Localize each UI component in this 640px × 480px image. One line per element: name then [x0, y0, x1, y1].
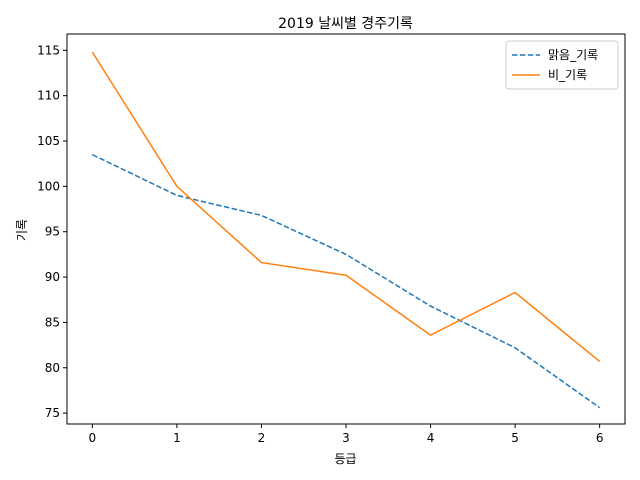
plot-area-frame — [66, 33, 626, 425]
chart-title: 2019 날씨별 경주기록 — [278, 16, 413, 32]
y-tick-label: 110 — [37, 89, 60, 103]
y-tick-label: 85 — [45, 315, 60, 329]
x-tick-label: 6 — [596, 431, 604, 445]
x-axis-title: 등급 — [334, 452, 356, 466]
series-line-1 — [91, 51, 601, 363]
x-tick-label: 2 — [258, 431, 266, 445]
legend-box — [505, 40, 619, 90]
x-tick-label: 4 — [427, 431, 435, 445]
y-tick-label: 105 — [37, 134, 60, 148]
x-tick-label: 5 — [511, 431, 519, 445]
x-tick-label: 1 — [173, 431, 181, 445]
ticks-layer: 0 1 2 3 4 5 6 75 80 85 90 95 100 105 110 115 — [37, 43, 603, 445]
series-layer — [91, 51, 601, 409]
legend: 맑음_기록 비_기록 — [505, 40, 619, 90]
y-tick-label: 80 — [45, 361, 60, 375]
y-tick-label: 75 — [45, 406, 60, 420]
y-tick-label: 115 — [37, 43, 60, 57]
legend-label-rain: 비_기록 — [548, 68, 587, 82]
x-tick-label: 3 — [342, 431, 350, 445]
y-tick-label: 95 — [45, 225, 60, 239]
x-tick-label: 0 — [89, 431, 97, 445]
y-axis-title: 기록 — [15, 219, 29, 241]
legend-label-clear: 맑음_기록 — [548, 48, 598, 62]
y-tick-label: 100 — [37, 179, 60, 193]
series-line-0 — [92, 153, 601, 409]
y-tick-label: 90 — [45, 270, 60, 284]
